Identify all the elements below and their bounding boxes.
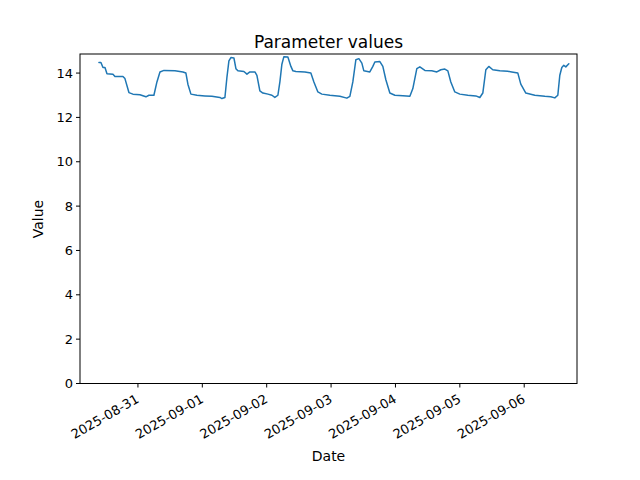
axes-spines xyxy=(80,54,577,384)
plot-area: 024681012142025-08-312025-09-012025-09-0… xyxy=(0,0,640,480)
y-tick-label: 0 xyxy=(65,376,73,391)
x-tick-label: 2025-09-01 xyxy=(133,391,206,442)
x-tick-label: 2025-09-06 xyxy=(455,391,528,442)
y-tick-label: 8 xyxy=(65,199,73,214)
y-tick-label: 4 xyxy=(65,287,73,302)
y-tick-label: 6 xyxy=(65,243,73,258)
x-tick-label: 2025-09-05 xyxy=(390,391,463,442)
y-tick-label: 14 xyxy=(56,66,73,81)
y-tick-label: 2 xyxy=(65,332,73,347)
x-tick-label: 2025-09-04 xyxy=(326,391,399,442)
data-line xyxy=(99,57,569,99)
y-tick-label: 12 xyxy=(56,110,73,125)
x-tick-label: 2025-09-02 xyxy=(197,391,270,442)
x-tick-label: 2025-09-03 xyxy=(262,391,335,442)
figure: Parameter values Value Date 024681012142… xyxy=(0,0,640,480)
y-tick-label: 10 xyxy=(56,154,73,169)
x-tick-label: 2025-08-31 xyxy=(69,391,142,442)
